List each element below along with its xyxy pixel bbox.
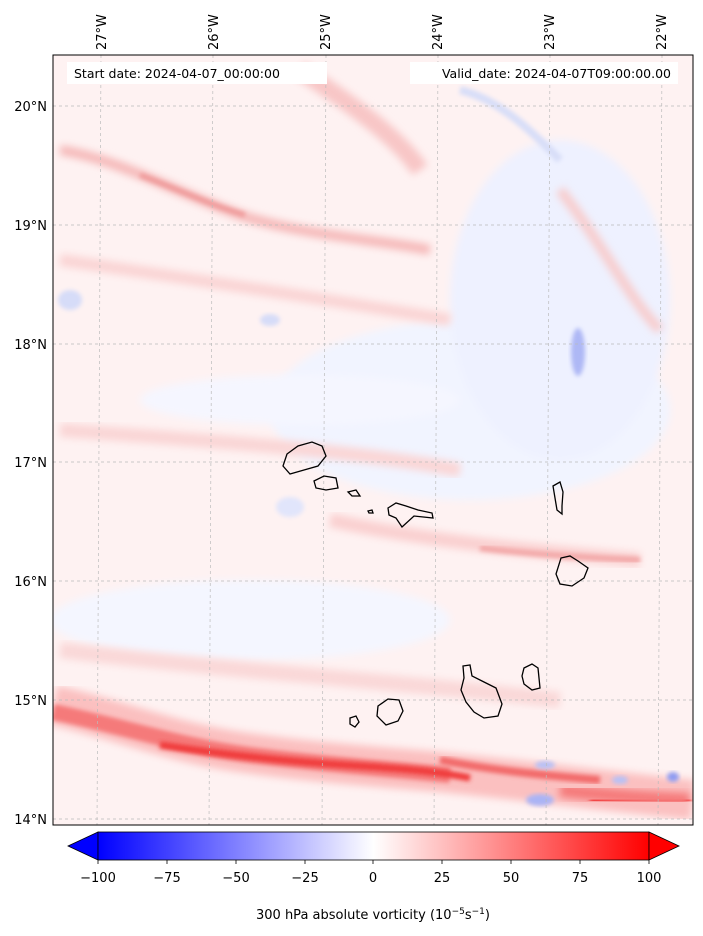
lon-label-24w: 24°W bbox=[431, 14, 446, 50]
lat-label-14n: 14°N bbox=[14, 813, 47, 828]
island-santiago bbox=[460, 664, 503, 719]
cb-tick-label: −75 bbox=[153, 871, 180, 886]
colorbar-extend-low bbox=[67, 831, 99, 861]
island-branco bbox=[367, 509, 374, 514]
lon-label-26w: 26°W bbox=[207, 14, 222, 50]
map-panel: Start date: 2024-04-07_00:00:00 Valid_da… bbox=[52, 54, 694, 826]
colorbar-bar bbox=[97, 831, 650, 861]
island-brava bbox=[349, 715, 360, 728]
island-fogo bbox=[376, 698, 404, 726]
vorticity-field bbox=[53, 55, 693, 825]
map-frame bbox=[52, 54, 694, 826]
latitude-labels: 20°N 19°N 18°N 17°N 16°N 15°N 14°N bbox=[14, 100, 47, 828]
lon-label-22w: 22°W bbox=[655, 14, 670, 50]
colorbar-tick-labels: −100 −75 −50 −25 0 25 50 75 100 bbox=[80, 871, 661, 886]
longitude-labels: 27°W 26°W 25°W 24°W 23°W 22°W bbox=[95, 14, 670, 50]
colorbar-extend-high bbox=[648, 831, 680, 861]
start-date-label: Start date: 2024-04-07_00:00:00 bbox=[74, 66, 280, 81]
island-sao-vicente bbox=[313, 475, 339, 491]
island-santo-antao bbox=[282, 441, 327, 475]
cb-tick-label: −50 bbox=[222, 871, 249, 886]
cb-tick-label: 50 bbox=[503, 871, 520, 886]
lat-label-18n: 18°N bbox=[14, 338, 47, 353]
colorbar-ticks bbox=[97, 860, 650, 864]
start-date-box bbox=[67, 62, 327, 84]
valid-date-box bbox=[410, 62, 678, 84]
cb-tick-label: 100 bbox=[637, 871, 662, 886]
island-sao-nicolau bbox=[387, 502, 434, 528]
lat-label-15n: 15°N bbox=[14, 694, 47, 709]
island-sal bbox=[552, 481, 564, 516]
cb-tick-label: −25 bbox=[291, 871, 318, 886]
lat-label-16n: 16°N bbox=[14, 575, 47, 590]
cb-tick-label: −100 bbox=[80, 871, 116, 886]
island-maio bbox=[521, 663, 541, 691]
lat-label-19n: 19°N bbox=[14, 219, 47, 234]
island-boa-vista bbox=[555, 555, 589, 587]
cb-tick-label: 75 bbox=[572, 871, 589, 886]
valid-date-label: Valid_date: 2024-04-07T09:00:00.00 bbox=[442, 66, 671, 81]
cb-tick-label: 0 bbox=[369, 871, 377, 886]
colorbar: −100 −75 −50 −25 0 25 50 75 100 300 hPa … bbox=[67, 831, 680, 923]
lat-label-17n: 17°N bbox=[14, 456, 47, 471]
island-santa-luzia bbox=[346, 489, 362, 497]
lat-label-20n: 20°N bbox=[14, 100, 47, 115]
gridlines bbox=[53, 55, 693, 825]
lon-label-27w: 27°W bbox=[95, 14, 110, 50]
colorbar-label: 300 hPa absolute vorticity (10−5s−1) bbox=[256, 907, 490, 923]
lon-label-25w: 25°W bbox=[319, 14, 334, 50]
cb-tick-label: 25 bbox=[434, 871, 451, 886]
lon-label-23w: 23°W bbox=[543, 14, 558, 50]
coastlines bbox=[282, 441, 589, 728]
